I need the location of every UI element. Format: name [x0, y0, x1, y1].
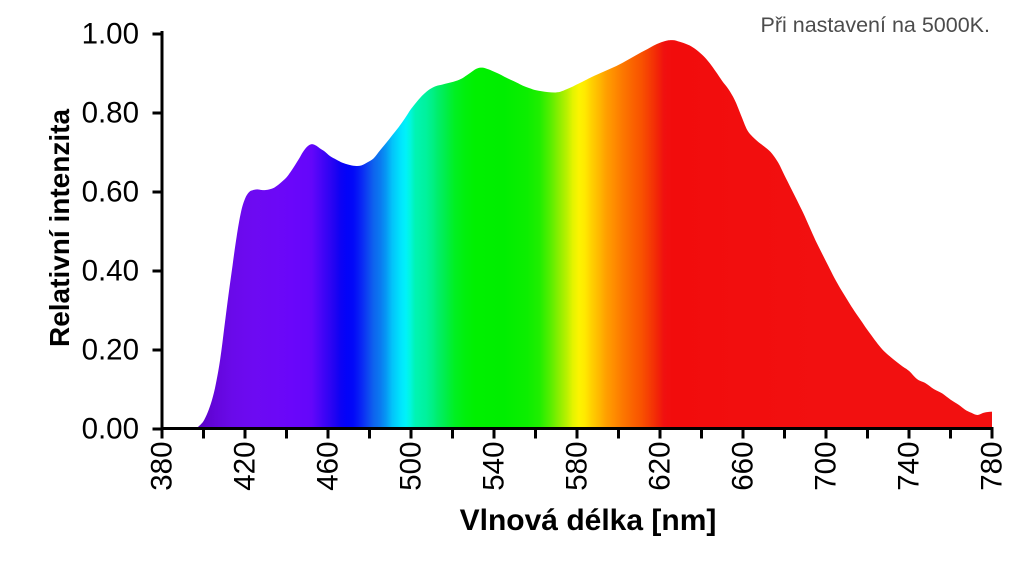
svg-text:Relativní intenzita: Relativní intenzita: [44, 109, 75, 347]
svg-text:460: 460: [312, 442, 345, 491]
svg-text:0.40: 0.40: [82, 255, 139, 288]
svg-text:540: 540: [478, 442, 511, 491]
svg-text:620: 620: [644, 442, 677, 491]
svg-text:420: 420: [229, 442, 262, 491]
svg-text:Při nastavení na 5000K.: Při nastavení na 5000K.: [761, 13, 991, 37]
svg-text:0.60: 0.60: [82, 176, 139, 209]
svg-text:380: 380: [146, 442, 179, 491]
svg-text:740: 740: [893, 442, 926, 491]
svg-text:700: 700: [810, 442, 843, 491]
svg-text:780: 780: [976, 442, 1009, 491]
svg-text:Vlnová délka [nm]: Vlnová délka [nm]: [460, 504, 717, 537]
svg-text:1.00: 1.00: [82, 18, 139, 51]
svg-text:500: 500: [395, 442, 428, 491]
svg-text:0.80: 0.80: [82, 97, 139, 130]
svg-text:0.00: 0.00: [82, 413, 139, 446]
svg-text:0.20: 0.20: [82, 334, 139, 367]
svg-text:580: 580: [561, 442, 594, 491]
svg-text:660: 660: [727, 442, 760, 491]
